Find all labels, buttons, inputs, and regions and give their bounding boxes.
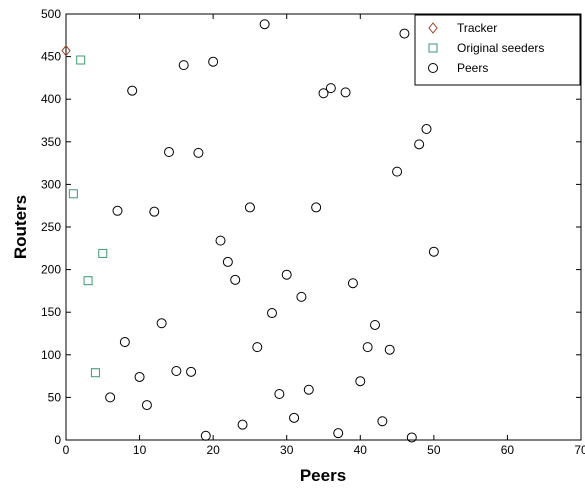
point — [112, 205, 123, 216]
point — [303, 384, 314, 395]
point — [230, 274, 241, 285]
point — [119, 337, 130, 348]
point — [193, 147, 204, 158]
y-tick-label: 0 — [54, 433, 61, 447]
point — [90, 368, 100, 378]
x-tick-label: 50 — [427, 443, 441, 457]
legend-marker — [428, 63, 438, 73]
point — [340, 87, 351, 98]
point — [83, 276, 93, 286]
point — [178, 60, 189, 71]
point — [384, 344, 395, 355]
point — [208, 56, 219, 67]
x-tick-label: 0 — [63, 443, 70, 457]
point — [141, 400, 152, 411]
x-tick-label: 60 — [501, 443, 515, 457]
point — [318, 88, 329, 99]
point — [333, 428, 344, 439]
y-tick-label: 500 — [41, 7, 61, 21]
point — [311, 202, 322, 213]
point — [406, 432, 417, 443]
point — [355, 376, 366, 387]
point — [267, 308, 277, 319]
point — [392, 166, 403, 177]
point — [68, 189, 78, 199]
x-tick-label: 10 — [133, 443, 147, 457]
point — [215, 235, 226, 246]
point — [156, 318, 167, 329]
point — [76, 55, 86, 65]
y-tick-label: 200 — [41, 263, 61, 277]
y-tick-label: 100 — [41, 348, 61, 362]
point — [370, 319, 380, 330]
point — [289, 412, 300, 423]
point — [274, 388, 285, 399]
point — [200, 430, 211, 441]
x-axis-label: Peers — [300, 466, 346, 485]
point — [296, 291, 307, 302]
point — [98, 248, 108, 258]
legend-label: Tracker — [457, 21, 497, 35]
y-axis-label: Routers — [11, 195, 30, 259]
point — [105, 392, 116, 403]
point — [347, 278, 358, 289]
legend-box — [414, 14, 581, 86]
point — [362, 342, 373, 353]
point — [222, 256, 233, 267]
legend-label: Peers — [457, 61, 488, 75]
y-tick-label: 150 — [41, 305, 61, 319]
point — [377, 416, 388, 427]
point — [281, 269, 292, 280]
point — [134, 371, 145, 382]
point — [421, 124, 432, 135]
point — [244, 202, 255, 213]
y-tick-label: 350 — [41, 135, 61, 149]
x-tick-label: 30 — [280, 443, 294, 457]
legend-marker — [428, 43, 438, 53]
point — [399, 28, 410, 39]
legend-label: Original seeders — [457, 41, 544, 55]
point — [164, 147, 174, 158]
point — [259, 19, 270, 30]
point — [149, 206, 160, 217]
y-tick-label: 450 — [41, 50, 61, 64]
point — [252, 342, 263, 353]
point — [414, 139, 425, 150]
point — [186, 366, 197, 377]
point — [61, 44, 71, 57]
x-tick-label: 40 — [354, 443, 368, 457]
point — [171, 365, 182, 376]
point — [428, 246, 439, 257]
point — [325, 83, 336, 94]
legend-marker — [428, 22, 438, 34]
y-tick-label: 50 — [48, 390, 62, 404]
y-tick-label: 250 — [41, 220, 61, 234]
point — [127, 85, 138, 96]
x-tick-label: 70 — [574, 443, 585, 457]
y-tick-label: 400 — [41, 92, 61, 106]
y-tick-label: 300 — [41, 177, 61, 191]
x-tick-label: 20 — [206, 443, 220, 457]
point — [237, 419, 248, 430]
